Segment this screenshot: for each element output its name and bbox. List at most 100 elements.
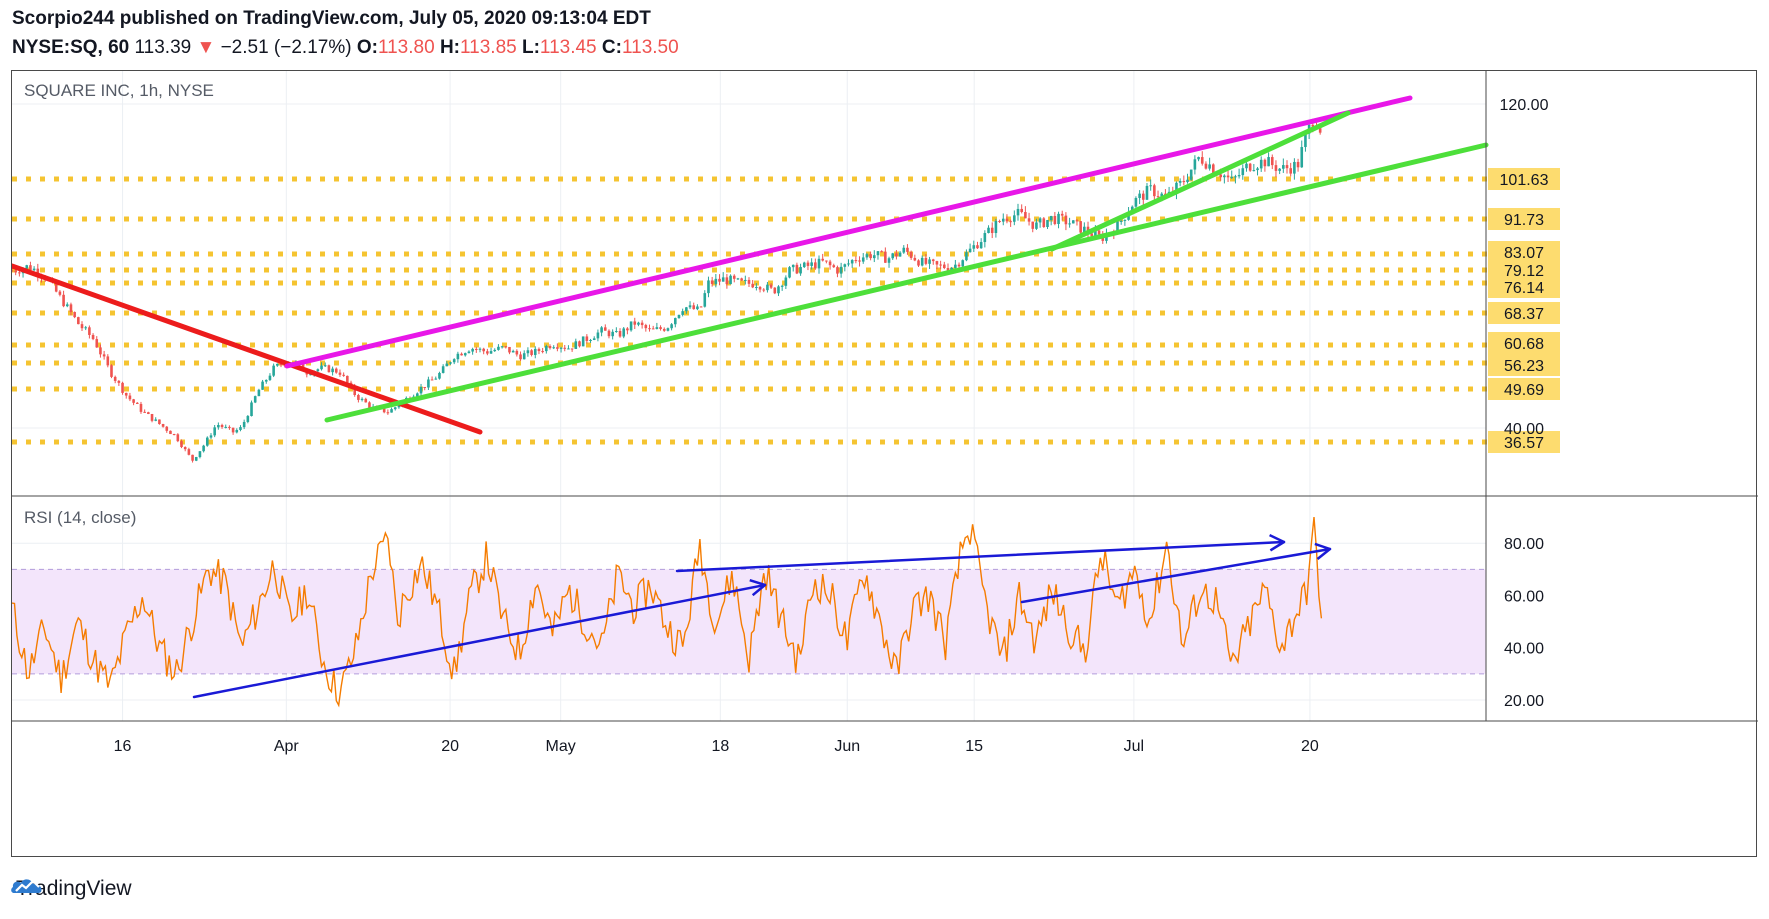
candle-body <box>1200 157 1204 164</box>
high-label: H: <box>439 37 460 58</box>
candle-body <box>615 330 618 332</box>
candle-body <box>132 399 135 403</box>
candle-body <box>629 321 633 331</box>
candle-body <box>445 363 449 367</box>
candle-body <box>497 346 500 350</box>
candle-body <box>913 257 917 261</box>
chart-frame[interactable]: 101.63 91.73 83.07 79.12 76.14 68.37 60.68 56.2… <box>11 70 1758 858</box>
candle-body <box>434 378 438 380</box>
candle-body <box>194 457 198 461</box>
candle-body <box>1193 159 1197 170</box>
rsi-band <box>12 569 1486 674</box>
candle-body <box>191 454 194 461</box>
candle-body <box>135 402 139 404</box>
candle-body <box>69 304 73 313</box>
candle-body <box>508 346 511 353</box>
candle-body <box>578 341 581 347</box>
candle-body <box>1285 165 1289 169</box>
candle-body <box>1042 218 1046 227</box>
candle-body <box>12 270 14 272</box>
candle-body <box>217 424 220 428</box>
candle-body <box>1083 226 1086 233</box>
candle-body <box>655 327 659 329</box>
candle-body <box>228 426 231 428</box>
candle-body <box>1212 164 1215 173</box>
candle-body <box>633 321 637 325</box>
price-level-label: 76.14 <box>1504 280 1544 297</box>
candle-body <box>147 412 150 414</box>
down-arrow-icon: ▼ <box>196 37 216 58</box>
candle-body <box>1274 165 1278 171</box>
candle-body <box>522 353 526 360</box>
candle-body <box>1013 215 1016 222</box>
candle-body <box>504 346 508 348</box>
candle-body <box>821 258 824 261</box>
candle-body <box>471 348 474 352</box>
candle-body <box>891 253 895 259</box>
candle-body <box>493 349 497 352</box>
candle-body <box>1197 157 1200 160</box>
price-level-label: 101.63 <box>1500 172 1549 189</box>
x-tick-label: 15 <box>965 738 983 755</box>
candle-body <box>18 272 21 274</box>
candle-body <box>1175 182 1178 194</box>
candle-body <box>14 270 17 273</box>
candle-body <box>843 264 847 267</box>
candle-body <box>416 393 419 397</box>
candle-body <box>836 267 839 274</box>
low-label: L: <box>521 37 540 58</box>
candle-body <box>699 306 703 308</box>
x-tick-label: Apr <box>274 738 300 755</box>
candle-body <box>924 257 928 264</box>
candle-body <box>769 284 773 288</box>
tradingview-logo-icon <box>11 879 42 893</box>
candle-body <box>331 368 334 373</box>
candle-body <box>880 251 883 253</box>
candle-body <box>784 277 788 286</box>
candle-body <box>128 395 132 400</box>
candle-body <box>486 351 489 354</box>
candle-body <box>169 430 172 435</box>
rsi-pane-title: RSI (14, close) <box>24 508 136 527</box>
candle-body <box>968 248 972 253</box>
candle-body <box>1031 221 1035 229</box>
candle-body <box>161 424 165 427</box>
candle-body <box>563 347 567 349</box>
candle-body <box>596 332 600 339</box>
axes-layer: 16 Apr 20 May 18 Jun 15 Jul 20 120.00 40.00 80.00 60… <box>12 71 1758 755</box>
candle-body <box>1230 176 1234 178</box>
candle-body <box>172 434 176 436</box>
candle-body <box>386 412 390 414</box>
candle-body <box>747 279 751 284</box>
candle-body <box>482 348 485 352</box>
candle-body <box>651 328 655 330</box>
candle-body <box>817 258 821 269</box>
candle-body <box>607 330 611 337</box>
candle-body <box>648 328 651 330</box>
candle-body <box>795 264 799 274</box>
candle-body <box>1005 218 1009 222</box>
rsi-layer <box>12 517 1486 708</box>
candle-body <box>342 374 345 376</box>
candle-body <box>1182 180 1186 183</box>
candle-body <box>766 284 769 291</box>
candle-body <box>1027 218 1031 222</box>
candle-body <box>976 245 979 249</box>
candle-body <box>1278 168 1281 171</box>
candle-body <box>1064 215 1068 225</box>
candle-body <box>931 259 935 262</box>
candle-body <box>548 346 552 349</box>
candle-body <box>25 265 29 269</box>
candle-body <box>902 247 906 253</box>
candle-body <box>1189 169 1193 180</box>
candle-body <box>541 351 544 353</box>
candle-body <box>261 381 264 390</box>
candle-body <box>740 278 743 281</box>
candle-body <box>187 449 191 455</box>
candle-body <box>802 262 806 268</box>
candle-body <box>1016 208 1020 216</box>
candle-body <box>113 376 117 381</box>
candle-body <box>537 348 541 352</box>
candle-body <box>732 275 736 279</box>
